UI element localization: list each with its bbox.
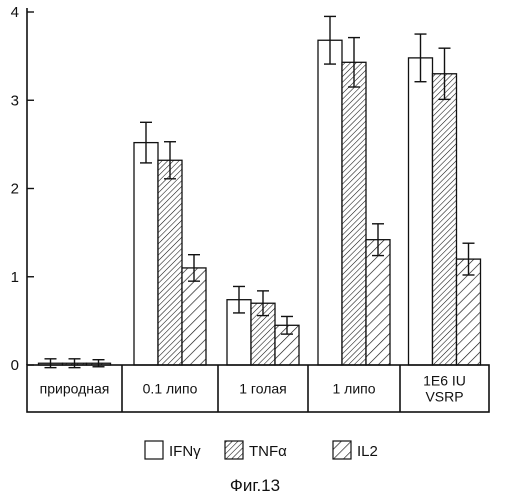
y-tick-label: 0	[11, 357, 19, 374]
legend-item: IFNγ	[145, 441, 201, 460]
category-label: 1 липо	[332, 381, 375, 397]
bar-ifn-2	[134, 143, 158, 365]
y-tick-label: 1	[11, 269, 19, 286]
bar-il2-2	[182, 268, 206, 365]
figure-caption: Фиг.13	[230, 476, 280, 495]
legend-item: TNFα	[225, 441, 287, 460]
legend-swatch	[225, 441, 243, 459]
legend-label: TNFα	[249, 443, 287, 460]
legend-label: IFNγ	[169, 443, 201, 460]
category-label: 1 голая	[239, 381, 287, 397]
y-tick-label: 3	[11, 92, 19, 109]
y-axis: 0 1 2 3 4	[11, 4, 34, 374]
bar-ifn-4	[318, 40, 342, 365]
legend-item: IL2	[333, 441, 378, 460]
category-label: 1E6 IUVSRP	[423, 373, 466, 405]
bars	[39, 40, 481, 365]
bar-tnf-5	[433, 74, 457, 365]
y-tick-label: 2	[11, 181, 19, 198]
category-label: 0.1 липо	[143, 381, 198, 397]
bar-ifn-5	[409, 58, 433, 365]
legend-swatch	[145, 441, 163, 459]
y-tick-label: 4	[11, 4, 19, 21]
bar-tnf-2	[158, 160, 182, 365]
category-label: природная	[40, 381, 110, 397]
bar-il2-4	[366, 240, 390, 365]
legend-swatch	[333, 441, 351, 459]
legend-label: IL2	[357, 443, 378, 460]
legend: IFNγ TNFα IL2	[145, 441, 378, 460]
bar-tnf-4	[342, 62, 366, 365]
category-boxes: природная 0.1 липо 1 голая 1 липо 1E6 IUVSRP	[27, 365, 489, 412]
